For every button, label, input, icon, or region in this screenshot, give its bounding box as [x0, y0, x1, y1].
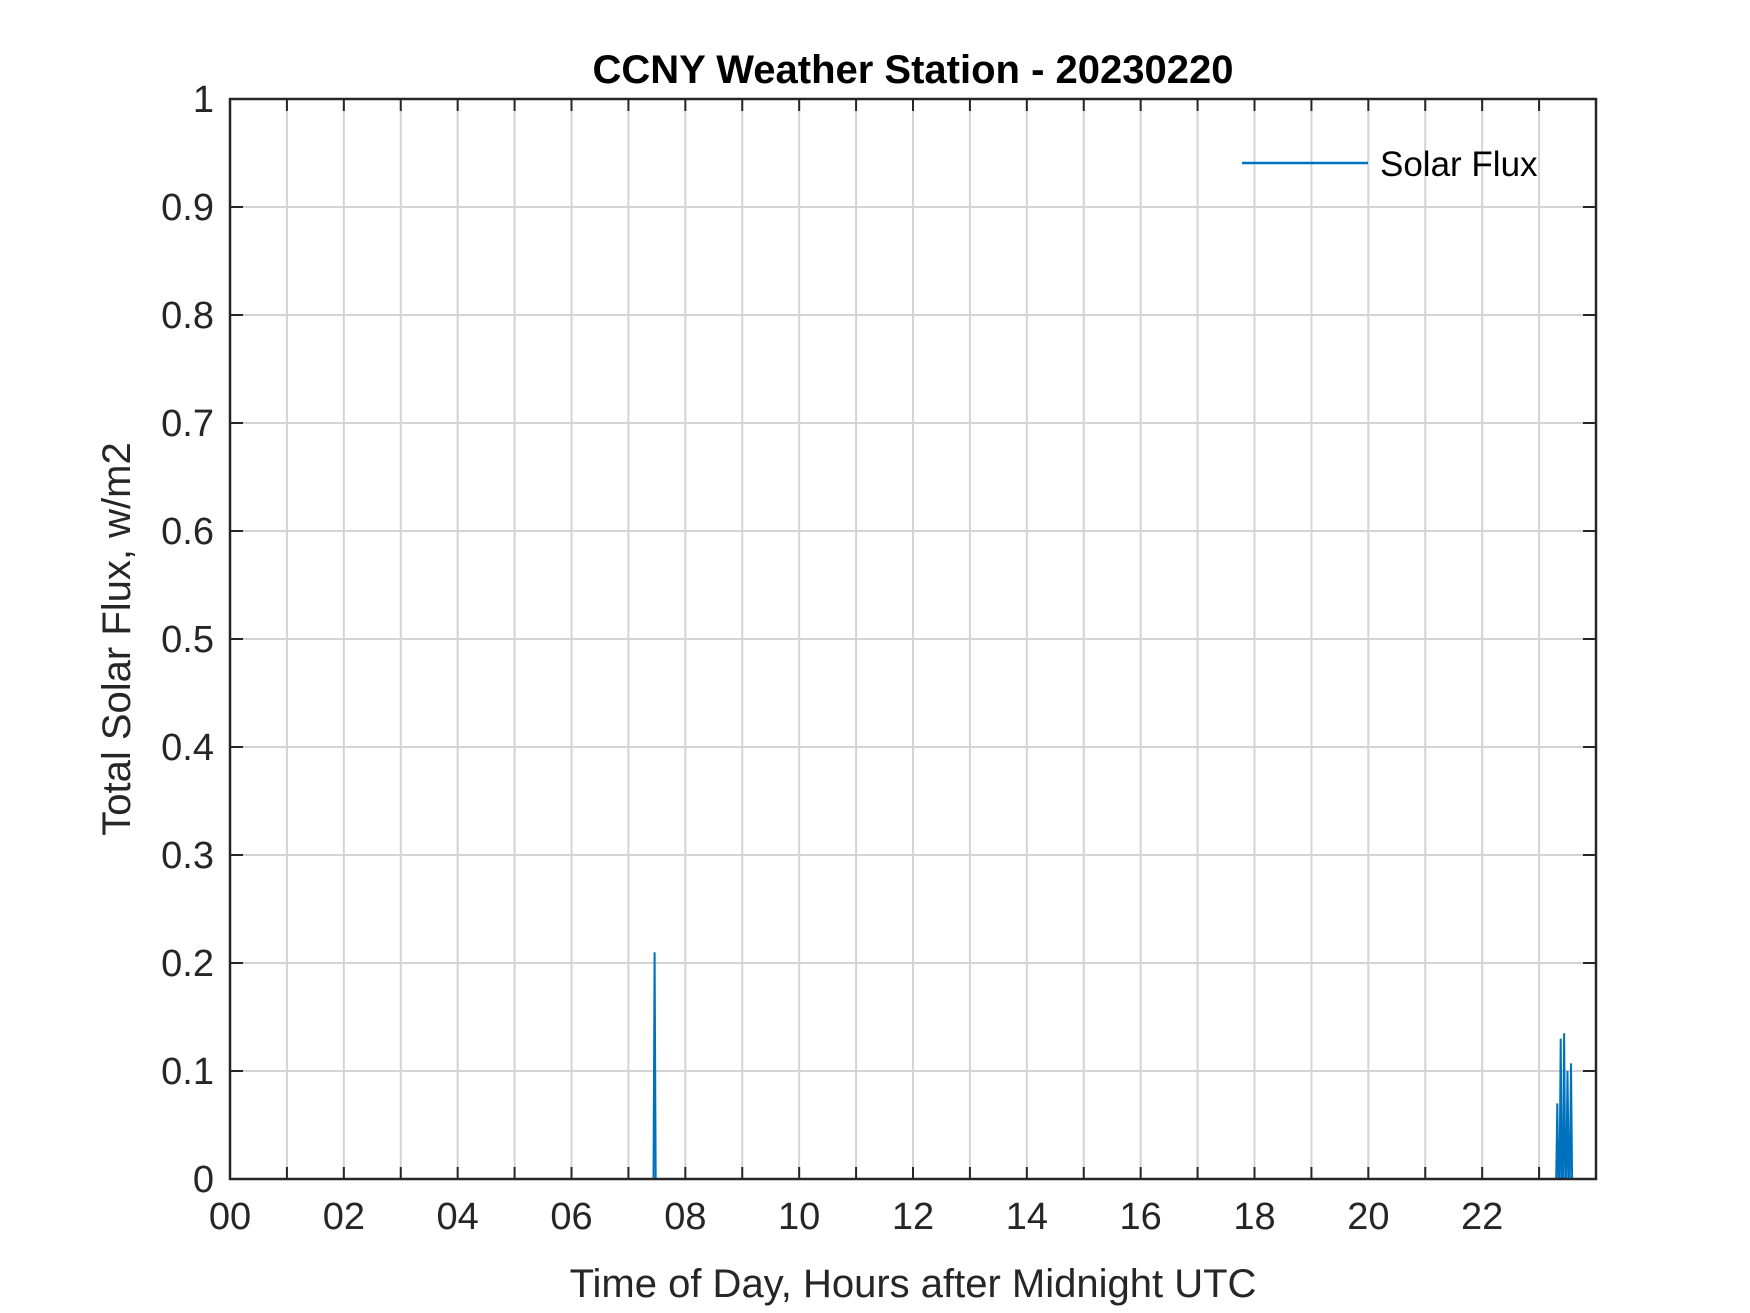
x-tick-label: 08	[664, 1196, 706, 1238]
x-tick-labels: 00 02 04 06 08 10 12 14 16 18 20 22	[209, 1196, 1503, 1238]
y-tick-label: 1	[193, 79, 214, 121]
legend: Solar Flux	[1242, 145, 1538, 184]
grid-lines	[230, 99, 1596, 1179]
x-tick-label: 02	[323, 1196, 365, 1238]
x-tick-label: 10	[778, 1196, 820, 1238]
x-axis-label: Time of Day, Hours after Midnight UTC	[570, 1262, 1257, 1306]
x-tick-label: 06	[550, 1196, 592, 1238]
x-tick-label: 04	[437, 1196, 479, 1238]
y-tick-label: 0.2	[161, 943, 214, 985]
y-tick-label: 0.7	[161, 403, 214, 445]
y-tick-label: 0.4	[161, 727, 214, 769]
y-tick-label: 0.9	[161, 187, 214, 229]
y-axis-label: Total Solar Flux, w/m2	[95, 442, 139, 835]
y-tick-label: 0.1	[161, 1051, 214, 1093]
y-tick-label: 0.5	[161, 619, 214, 661]
y-tick-label: 0	[193, 1159, 214, 1201]
x-tick-label: 20	[1347, 1196, 1389, 1238]
y-tick-label: 0.3	[161, 835, 214, 877]
axis-ticks	[230, 98, 1596, 1180]
legend-label-solar-flux: Solar Flux	[1380, 145, 1538, 184]
x-tick-label: 14	[1006, 1196, 1048, 1238]
x-tick-label: 22	[1461, 1196, 1503, 1238]
x-tick-label: 16	[1120, 1196, 1162, 1238]
x-tick-label: 00	[209, 1196, 251, 1238]
chart-title: CCNY Weather Station - 20230220	[593, 48, 1234, 92]
y-tick-labels: 0 0.1 0.2 0.3 0.4 0.5 0.6 0.7 0.8 0.9 1	[161, 79, 214, 1201]
x-tick-label: 18	[1233, 1196, 1275, 1238]
x-tick-label: 12	[892, 1196, 934, 1238]
y-tick-label: 0.8	[161, 295, 214, 337]
y-tick-label: 0.6	[161, 511, 214, 553]
